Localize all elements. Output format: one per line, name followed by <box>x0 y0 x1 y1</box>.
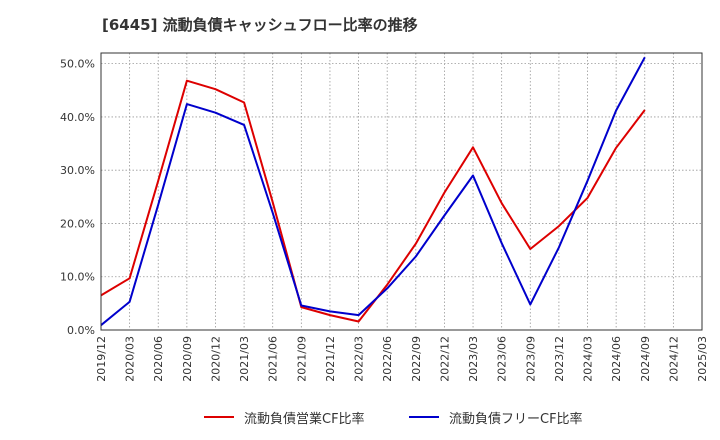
grid-lines <box>101 53 702 331</box>
x-tick-label: 2021/06 <box>267 336 280 382</box>
legend-item-free-cf: 流動負債フリーCF比率 <box>409 405 583 429</box>
x-tick-label: 2025/03 <box>696 336 709 382</box>
legend-label-free-cf: 流動負債フリーCF比率 <box>449 411 583 427</box>
x-tick-label: 2023/03 <box>467 336 480 382</box>
chart-legend: 流動負債営業CF比率 流動負債フリーCF比率 <box>0 405 720 429</box>
x-tick-label: 2020/06 <box>152 336 165 382</box>
x-tick-label: 2023/06 <box>496 336 509 382</box>
x-tick-label: 2023/09 <box>524 336 537 382</box>
line-chart: 0.0% 10.0% 20.0% 30.0% 40.0% 50.0% 2019/12 202… <box>60 52 709 382</box>
x-tick-label: 2020/03 <box>124 336 137 382</box>
x-tick-label: 2024/12 <box>667 336 680 382</box>
legend-item-operating-cf: 流動負債営業CF比率 <box>204 405 365 429</box>
y-tick-label: 40.0% <box>60 111 95 124</box>
x-tick-label: 2020/12 <box>209 336 222 382</box>
y-tick-label: 10.0% <box>60 271 95 284</box>
plot-area-frame <box>100 52 703 331</box>
y-tick-label: 30.0% <box>60 164 95 177</box>
chart-title: [6445] 流動負債キャッシュフロー比率の推移 <box>102 16 418 34</box>
legend-label-operating-cf: 流動負債営業CF比率 <box>244 411 365 427</box>
legend-swatch-free-cf <box>409 416 439 418</box>
y-tick-label: 0.0% <box>67 324 95 337</box>
x-tick-label: 2022/09 <box>410 336 423 382</box>
x-tick-label: 2024/06 <box>610 336 623 382</box>
x-tick-label: 2020/09 <box>181 336 194 382</box>
x-tick-label: 2022/12 <box>438 336 451 382</box>
y-tick-label: 50.0% <box>60 58 95 71</box>
y-tick-label: 20.0% <box>60 217 95 230</box>
x-tick-label: 2024/09 <box>639 336 652 382</box>
y-axis-tick-labels: 0.0% 10.0% 20.0% 30.0% 40.0% 50.0% <box>60 58 95 337</box>
x-tick-label: 2024/03 <box>582 336 595 382</box>
x-tick-label: 2022/03 <box>353 336 366 382</box>
x-tick-label: 2023/12 <box>553 336 566 382</box>
x-tick-label: 2022/06 <box>381 336 394 382</box>
series-lines <box>100 56 646 326</box>
x-tick-label: 2019/12 <box>95 336 108 382</box>
x-tick-label: 2021/03 <box>238 336 251 382</box>
x-tick-label: 2021/12 <box>324 336 337 382</box>
legend-swatch-operating-cf <box>204 416 234 418</box>
x-tick-label: 2021/09 <box>295 336 308 382</box>
series-line-free-cf <box>100 56 646 326</box>
x-axis-tick-labels: 2019/12 2020/03 2020/06 2020/09 2020/12 2021/… <box>95 336 709 382</box>
